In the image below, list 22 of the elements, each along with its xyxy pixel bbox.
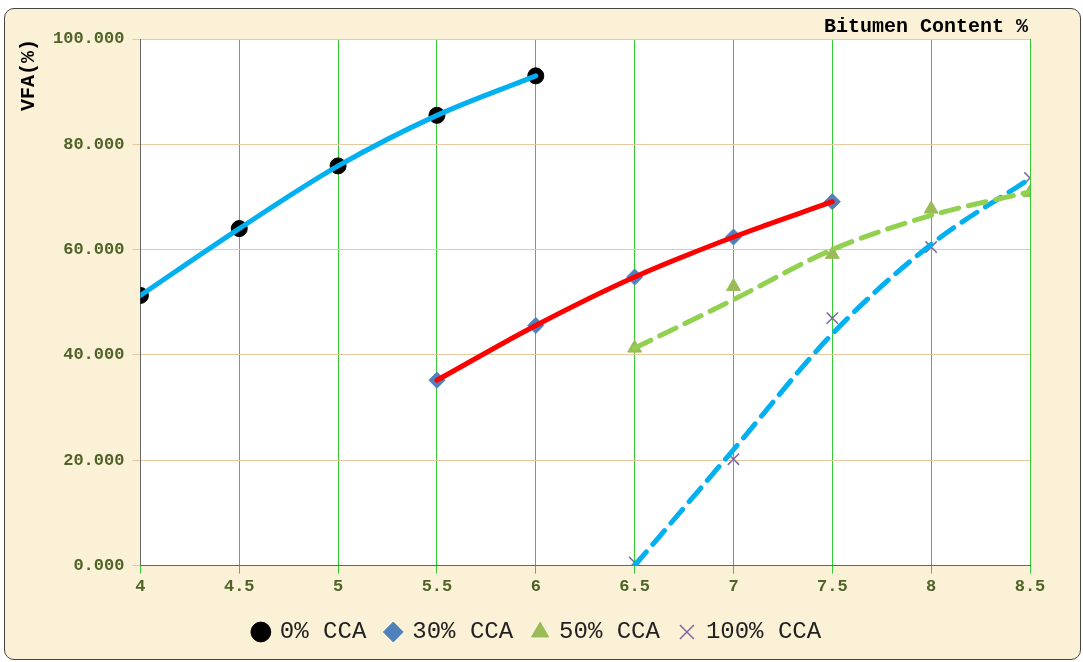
y-tick-label: 40.000: [63, 345, 125, 365]
x-tick-label: 8.5: [1014, 577, 1046, 597]
legend-label: 0% CCA: [279, 618, 367, 646]
x-tick-label: 7.5: [817, 577, 848, 597]
y-tick-label: 80.000: [63, 134, 125, 154]
x-tick-label: 4.5: [223, 577, 255, 597]
y-tick-label: 0.000: [73, 555, 125, 575]
x-tick-label: 8: [926, 577, 937, 597]
legend-label: 30% CCA: [412, 618, 514, 646]
legend-label: 100% CCA: [705, 618, 822, 646]
y-tick-label: 100.000: [52, 29, 125, 49]
x-tick-label: 4: [135, 577, 146, 597]
x-tick-label: 5: [333, 577, 344, 597]
x-tick-label: 5.5: [421, 577, 453, 597]
legend-label: 50% CCA: [559, 618, 661, 646]
x-axis-title: Bitumen Content %: [823, 15, 1029, 39]
y-axis-title: VFA(%): [17, 39, 41, 112]
x-tick-label: 6.5: [619, 577, 650, 597]
x-tick-label: 7: [728, 577, 739, 597]
x-tick-label: 6: [530, 577, 541, 597]
y-tick-label: 20.000: [63, 450, 125, 470]
y-tick-label: 60.000: [63, 239, 125, 259]
